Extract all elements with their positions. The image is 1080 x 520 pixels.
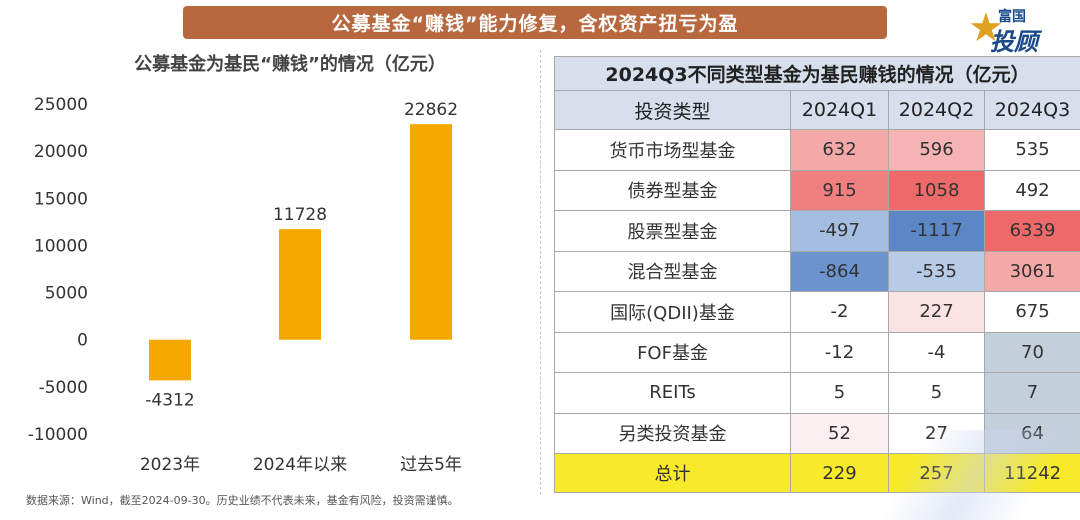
- y-tick-label: 25000: [34, 95, 88, 115]
- total-label: 总计: [555, 454, 791, 493]
- chart-title: 公募基金为基民“赚钱”的情况（亿元）: [70, 50, 510, 76]
- y-tick-label: 20000: [34, 142, 88, 162]
- table-cell: -1117: [889, 211, 985, 252]
- table-cell: 675: [985, 292, 1080, 333]
- y-tick-label: 5000: [45, 284, 88, 304]
- row-label: REITs: [555, 373, 791, 414]
- row-label: 货币市场型基金: [555, 130, 791, 171]
- row-label: 债券型基金: [555, 170, 791, 211]
- x-tick-label: 过去5年: [400, 455, 462, 475]
- table-cell: 7: [985, 373, 1080, 414]
- row-label: 另类投资基金: [555, 413, 791, 454]
- table-cell: 535: [985, 130, 1080, 171]
- y-tick-label: 0: [77, 331, 88, 351]
- table-cell: 227: [889, 292, 985, 333]
- bar-value-label: -4312: [145, 390, 194, 410]
- bar-value-label: 11728: [273, 205, 327, 225]
- table-header-cell: 2024Q3: [985, 91, 1080, 130]
- table-cell: 632: [791, 130, 889, 171]
- table-cell: -12: [791, 332, 889, 373]
- table-cell: 915: [791, 170, 889, 211]
- table-cell: -2: [791, 292, 889, 333]
- row-label: 国际(QDII)基金: [555, 292, 791, 333]
- table-cell: 27: [889, 413, 985, 454]
- table-cell: 5: [889, 373, 985, 414]
- bar: [149, 340, 191, 381]
- bar-chart: 25000 20000 15000 10000 5000 0 -5000 -10000 -431…: [0, 80, 540, 480]
- table-header-cell: 2024Q1: [791, 91, 889, 130]
- footnote: 数据来源：Wind，截至2024-09-30。历史业绩不代表未来，基金有风险，投…: [26, 492, 459, 508]
- y-tick-label: -10000: [28, 425, 88, 445]
- table-title: 2024Q3不同类型基金为基民赚钱的情况（亿元）: [555, 57, 1080, 91]
- section-divider: [540, 50, 541, 495]
- bar: [279, 229, 321, 340]
- row-label: 混合型基金: [555, 251, 791, 292]
- table-cell: -535: [889, 251, 985, 292]
- table-header-cell: 2024Q2: [889, 91, 985, 130]
- table-cell: 5: [791, 373, 889, 414]
- x-tick-label: 2023年: [140, 455, 200, 475]
- total-cell: 11242: [985, 454, 1080, 493]
- brand-logo-big-text: 投顾: [990, 22, 1038, 57]
- table-cell: 52: [791, 413, 889, 454]
- table-cell: 70: [985, 332, 1080, 373]
- y-tick-label: 10000: [34, 236, 88, 256]
- table-cell: -497: [791, 211, 889, 252]
- brand-logo: ★ 富国 投顾: [968, 2, 1072, 52]
- total-cell: 257: [889, 454, 985, 493]
- row-label: FOF基金: [555, 332, 791, 373]
- y-tick-label: 15000: [34, 189, 88, 209]
- table-cell: 6339: [985, 211, 1080, 252]
- x-tick-label: 2024年以来: [253, 455, 347, 475]
- table-cell: -864: [791, 251, 889, 292]
- table-cell: 64: [985, 413, 1080, 454]
- bar-value-label: 22862: [404, 100, 458, 120]
- table-cell: 492: [985, 170, 1080, 211]
- table-cell: 1058: [889, 170, 985, 211]
- banner-title: 公募基金“赚钱”能力修复，含权资产扭亏为盈: [183, 6, 887, 39]
- table-cell: 3061: [985, 251, 1080, 292]
- table-cell: 596: [889, 130, 985, 171]
- bar: [410, 124, 452, 340]
- table-cell: -4: [889, 332, 985, 373]
- table-header-cell: 投资类型: [555, 91, 791, 130]
- total-cell: 229: [791, 454, 889, 493]
- y-tick-label: -5000: [39, 378, 88, 398]
- row-label: 股票型基金: [555, 211, 791, 252]
